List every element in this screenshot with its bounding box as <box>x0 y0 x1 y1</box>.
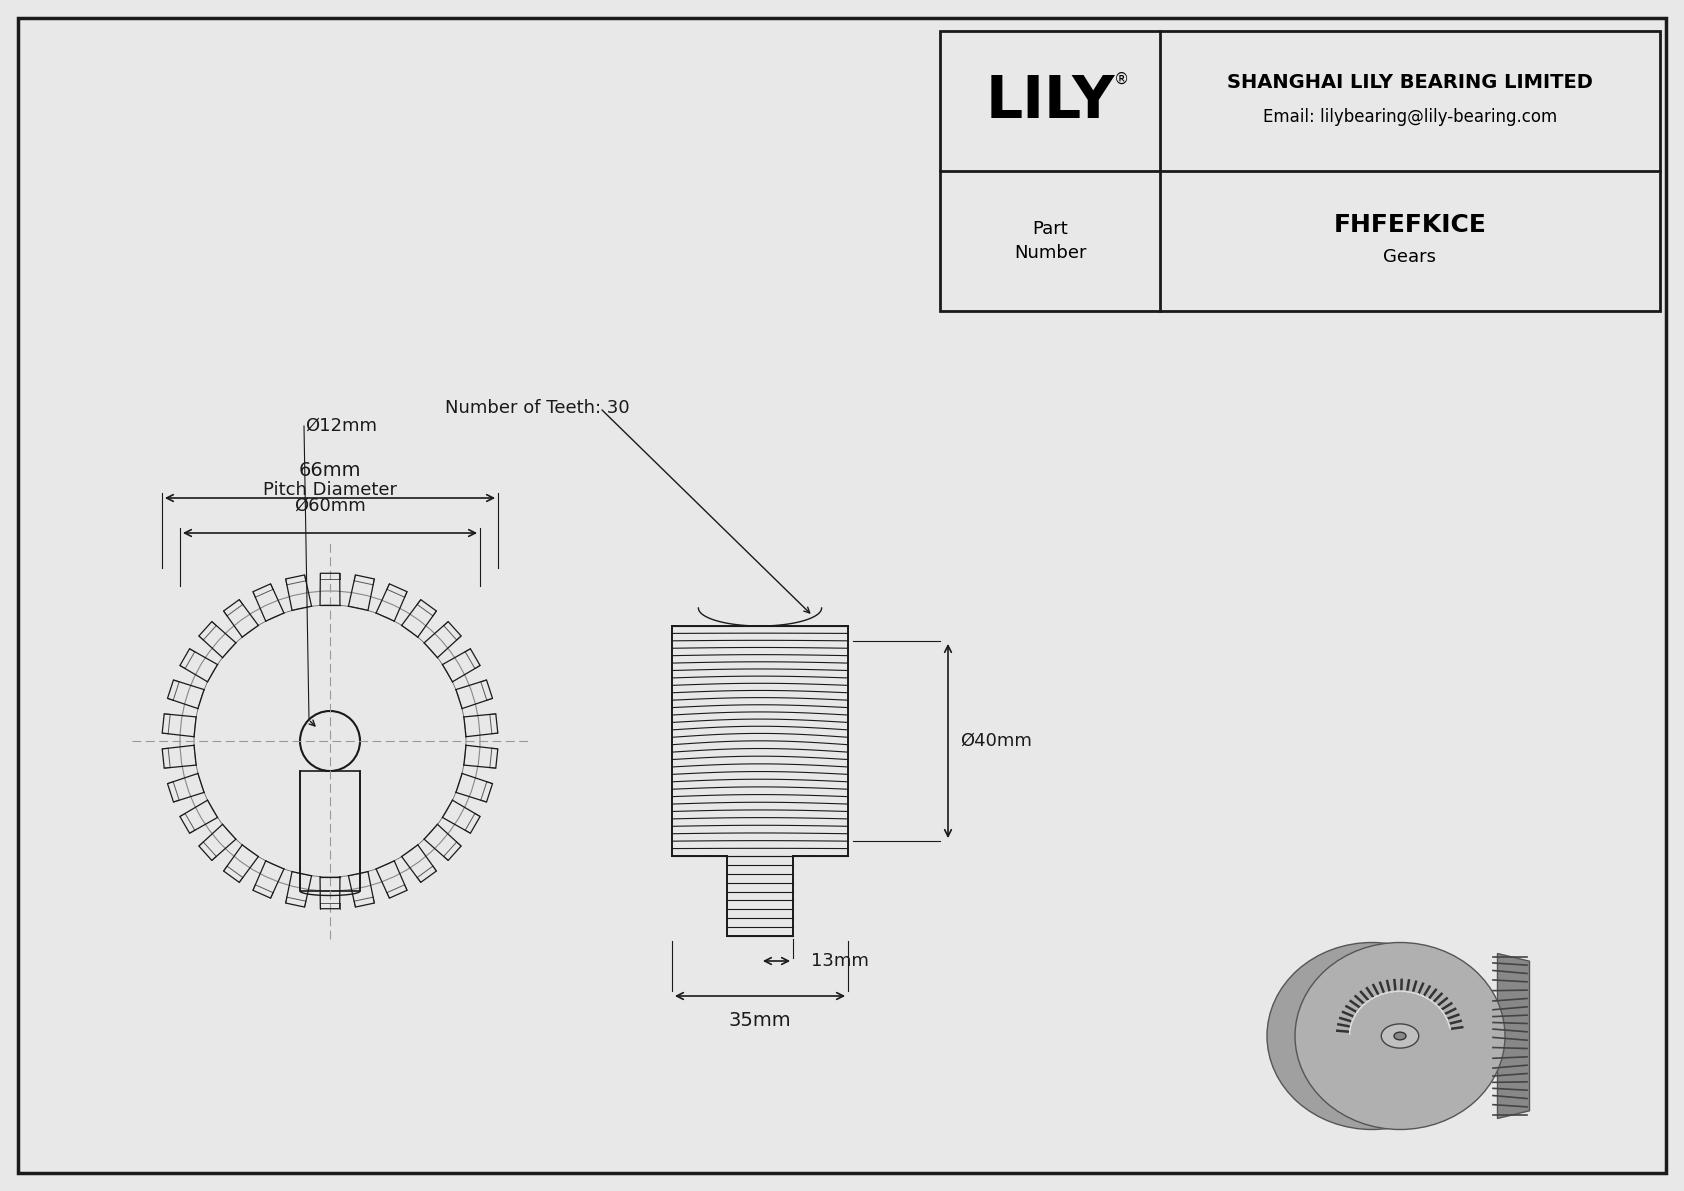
Ellipse shape <box>1266 942 1477 1129</box>
Bar <box>940 31 1660 311</box>
Text: Pitch Diameter: Pitch Diameter <box>263 481 397 499</box>
Ellipse shape <box>1381 1024 1418 1048</box>
Text: Ø40mm: Ø40mm <box>960 732 1032 750</box>
Text: Email: lilybearing@lily-bearing.com: Email: lilybearing@lily-bearing.com <box>1263 108 1558 126</box>
Ellipse shape <box>1394 1033 1406 1040</box>
Text: FHFEFKICE: FHFEFKICE <box>1334 213 1487 237</box>
Bar <box>300 771 360 891</box>
Text: Gears: Gears <box>1384 248 1436 266</box>
Text: Number of Teeth: 30: Number of Teeth: 30 <box>445 399 630 417</box>
Text: 66mm: 66mm <box>298 461 362 480</box>
Text: Ø60mm: Ø60mm <box>295 497 365 515</box>
Text: SHANGHAI LILY BEARING LIMITED: SHANGHAI LILY BEARING LIMITED <box>1228 74 1593 93</box>
Text: ®: ® <box>1115 71 1130 87</box>
Text: Part
Number: Part Number <box>1014 220 1086 262</box>
Ellipse shape <box>1295 942 1505 1129</box>
Text: 13mm: 13mm <box>812 952 869 969</box>
Polygon shape <box>1497 954 1529 1118</box>
Text: 35mm: 35mm <box>729 1011 791 1030</box>
Text: LILY: LILY <box>985 73 1115 130</box>
Text: Ø12mm: Ø12mm <box>305 417 377 435</box>
